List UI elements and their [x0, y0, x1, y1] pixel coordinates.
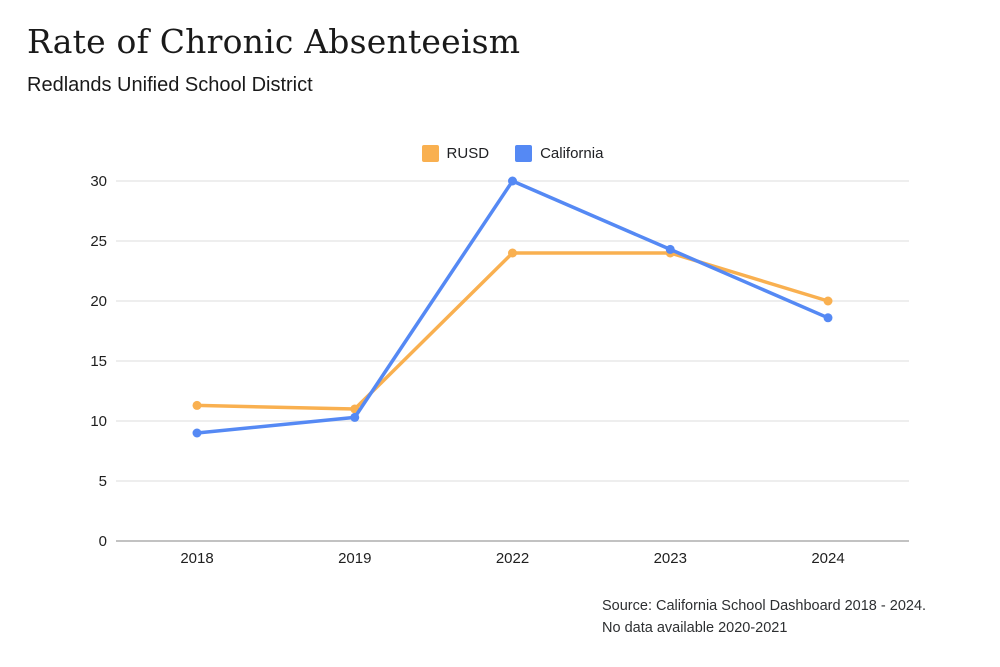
legend-item-california: California: [515, 145, 603, 162]
chart-title: Rate of Chronic Absenteeism: [27, 22, 521, 61]
source-note: Source: California School Dashboard 2018…: [602, 595, 926, 639]
y-tick-label: 25: [90, 233, 107, 250]
x-tick-label: 2019: [338, 550, 371, 567]
y-tick-label: 20: [90, 293, 107, 310]
chart-subtitle: Redlands Unified School District: [27, 74, 313, 96]
data-point: [823, 313, 833, 323]
x-tick-label: 2023: [654, 550, 687, 567]
data-point: [350, 412, 360, 422]
y-tick-label: 15: [90, 353, 107, 370]
gridlines: 0 5 10 15 20 25 30: [90, 173, 909, 550]
data-point: [823, 296, 833, 306]
source-line-2: No data available 2020-2021: [602, 620, 788, 636]
data-point: [508, 248, 517, 258]
data-point: [192, 428, 202, 438]
y-tick-label: 30: [90, 173, 107, 190]
x-tick-label: 2018: [180, 550, 213, 567]
source-line-1: Source: California School Dashboard 2018…: [602, 598, 927, 614]
legend-item-rusd: RUSD: [421, 145, 490, 162]
data-point: [665, 244, 675, 254]
series-rusd: [192, 248, 833, 414]
x-axis-labels: 2018 2019 2022 2023 2024: [180, 550, 844, 567]
legend: RUSD California: [116, 145, 909, 162]
california-swatch-icon: [515, 145, 533, 162]
x-tick-label: 2022: [496, 550, 529, 567]
x-tick-label: 2024: [811, 550, 844, 567]
y-tick-label: 10: [90, 413, 107, 430]
rusd-swatch-icon: [421, 145, 439, 162]
series-california: [192, 176, 833, 438]
legend-label-california: California: [540, 145, 604, 162]
data-point: [508, 176, 517, 186]
y-tick-label: 0: [99, 533, 107, 550]
data-point: [192, 400, 202, 410]
legend-label-rusd: RUSD: [446, 145, 490, 162]
y-tick-label: 5: [99, 473, 107, 490]
